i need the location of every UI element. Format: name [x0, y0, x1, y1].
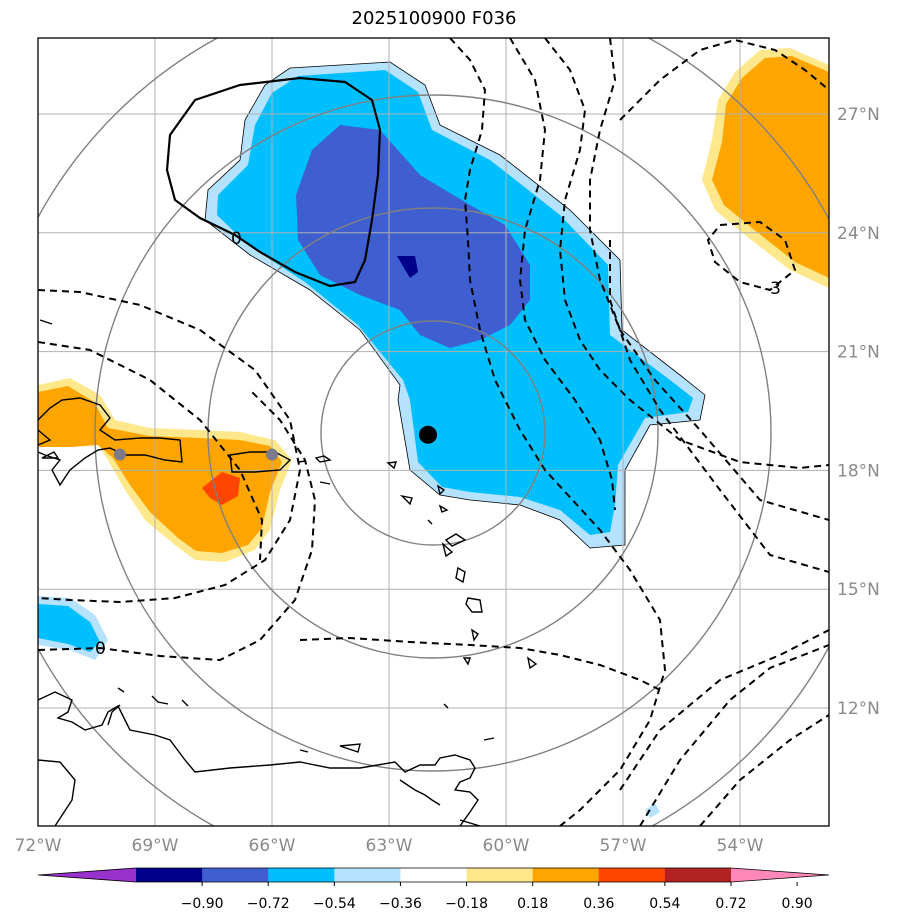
colorbar-extend-high — [731, 868, 829, 882]
contour-dashed — [619, 38, 829, 121]
contour-label: -3 — [764, 279, 781, 299]
contour-label: 0 — [231, 229, 242, 249]
positive-anomaly-west-max — [202, 472, 240, 505]
colorbar-label: −0.36 — [379, 896, 422, 912]
latitude-label: 18°N — [837, 461, 880, 481]
range-ring-1 — [320, 320, 546, 546]
longitude-tick-labels: 72°W 69°W 66°W 63°W 60°W 57°W 54°W — [15, 836, 764, 856]
negative-anomaly-se — [645, 803, 660, 818]
colorbar-bin — [664, 868, 732, 882]
coast-hispaniola — [38, 397, 183, 487]
colorbar-bin — [598, 868, 666, 882]
coast-puerto-rico — [229, 451, 292, 473]
colorbar-label: 0.90 — [782, 896, 813, 912]
longitude-label: 63°W — [366, 836, 413, 856]
latitude-label: 27°N — [837, 105, 880, 125]
longitude-label: 72°W — [15, 836, 62, 856]
colorbar: −0.90 −0.72 −0.54 −0.36 −0.18 0.18 0.36 0.54 0.7… — [37, 867, 830, 912]
negative-anomaly-max — [397, 256, 418, 278]
colorbar-label: −0.90 — [181, 896, 224, 912]
colorbar-label: −0.54 — [313, 896, 356, 912]
map-frame — [37, 37, 830, 827]
colorbar-bin — [334, 868, 401, 882]
colorbar-label: 0.18 — [517, 896, 548, 912]
latitude-tick-labels: 27°N 24°N 21°N 18°N 15°N 12°N — [837, 105, 880, 719]
contour-dashed — [38, 289, 302, 604]
longitude-label: 60°W — [483, 836, 530, 856]
colorbar-extend-low — [38, 868, 136, 882]
lat-lon-gridlines — [38, 38, 829, 826]
colorbar-outline — [37, 867, 830, 883]
latitude-label: 24°N — [837, 224, 880, 244]
contour-dashed — [449, 38, 667, 826]
coast-hispaniola-south — [38, 429, 52, 446]
longitude-label: 69°W — [132, 836, 179, 856]
colorbar-label: 0.54 — [649, 896, 680, 912]
positive-anomaly-west — [38, 386, 282, 553]
gray-marker — [113, 448, 126, 461]
longitude-label: 66°W — [249, 836, 296, 856]
storm-center-marker — [419, 425, 437, 444]
contour-dashed — [639, 644, 829, 826]
colorbar-bin — [400, 868, 468, 882]
colorbar-bin — [136, 868, 203, 882]
coastlines — [38, 319, 538, 826]
contour-dashed — [38, 341, 264, 561]
contour-dashed — [544, 38, 829, 470]
contour-dashed — [706, 220, 797, 292]
range-ring-2 — [207, 207, 659, 659]
contour-label: 0 — [95, 639, 106, 659]
colorbar-bin — [268, 868, 335, 882]
latitude-label: 15°N — [837, 580, 880, 600]
contour-dashed — [699, 714, 829, 826]
colorbar-bin — [532, 868, 600, 882]
contour-dashed — [299, 636, 661, 691]
negative-anomaly-sw — [38, 604, 100, 652]
colorbar-bin — [202, 868, 269, 882]
longitude-label: 57°W — [600, 836, 647, 856]
coast-south-america — [38, 691, 479, 826]
contour-dashed — [619, 629, 829, 791]
contour-dashed — [589, 38, 829, 521]
contour-dashed — [609, 240, 829, 573]
latitude-label: 12°N — [837, 699, 880, 719]
longitude-label: 54°W — [717, 836, 764, 856]
colorbar-label: 0.36 — [583, 896, 614, 912]
colorbar-bin — [466, 868, 534, 882]
negative-contours — [38, 38, 829, 826]
chart-title: 2025100900 F036 — [351, 8, 517, 29]
zero-contour-solid — [165, 76, 382, 288]
gray-marker — [266, 448, 278, 461]
positive-anomaly-ne — [712, 56, 829, 278]
range-rings — [38, 38, 829, 826]
contour-dashed — [38, 389, 317, 662]
latitude-label: 21°N — [837, 343, 880, 363]
range-ring-3 — [94, 94, 772, 772]
colorbar-label: −0.72 — [247, 896, 290, 912]
colorbar-label: −0.18 — [445, 896, 488, 912]
shading-outline — [204, 61, 706, 549]
colorbar-label: 0.72 — [715, 896, 746, 912]
